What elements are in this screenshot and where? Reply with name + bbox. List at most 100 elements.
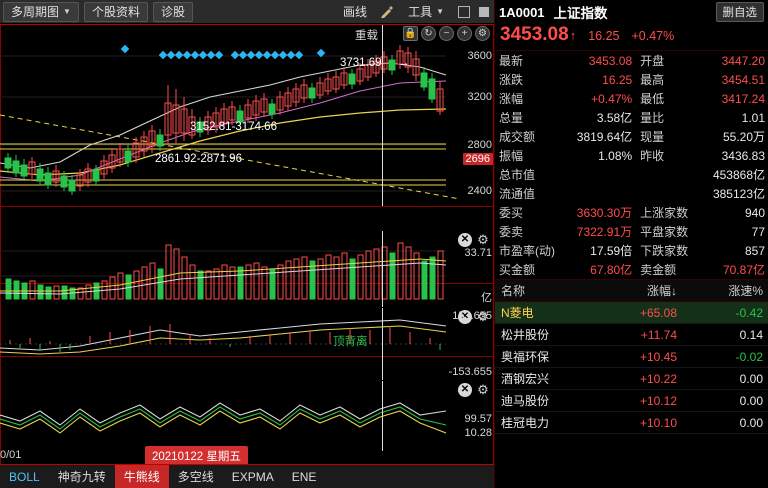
table-row[interactable]: 桂冠电力 +10.10 0.00 <box>495 411 768 434</box>
volume-pane[interactable]: ✕ ⚙ <box>0 231 494 307</box>
price-change: 16.25 <box>588 29 620 43</box>
close-icon-indicator2[interactable]: ✕ <box>458 383 472 397</box>
ranking-cell-change: +11.74 <box>595 323 683 346</box>
quote-label-pe: 市盈率(动) <box>499 244 555 258</box>
signal-markers-mid <box>158 50 200 60</box>
quote-label-volume: 总量 <box>499 111 524 125</box>
quote-label-low: 最低 <box>640 92 665 106</box>
last-price: 3453.08 <box>500 24 569 45</box>
quote-label-floatcap: 流通值 <box>499 187 536 201</box>
quote-row-turnover: 成交额 3819.64亿 现量 55.20万 <box>495 127 768 146</box>
tab-niuxiongxian[interactable]: 牛熊线 <box>114 464 169 488</box>
reload-label[interactable]: 重载 <box>355 30 378 42</box>
ranking-header-speed[interactable]: 涨速% <box>683 279 768 302</box>
quote-row-pe: 市盈率(动) 17.59倍 下跌家数 857 <box>495 241 768 260</box>
quote-value-ask: 7322.91万 <box>576 225 633 239</box>
quote-value-bid: 3630.30万 <box>576 206 633 220</box>
drawing-line-button[interactable]: 画线 <box>335 2 375 22</box>
ranking-header-change[interactable]: 涨幅↓ <box>595 279 683 302</box>
table-row[interactable]: 迪马股份 +10.12 0.00 <box>495 389 768 412</box>
quote-value-currentvol: 55.20万 <box>722 130 765 144</box>
table-row[interactable]: N菱电 +65.08 -0.42 <box>495 301 768 324</box>
gear-icon-indicator2[interactable]: ⚙ <box>477 382 489 397</box>
table-row[interactable]: 酒钢宏兴 +10.22 0.00 <box>495 367 768 390</box>
quote-value-changepct: +0.47% <box>591 91 633 106</box>
ranking-cell-change: +10.12 <box>595 389 683 412</box>
quote-row-floatcap: 流通值 385123亿 <box>495 184 768 203</box>
expand-icon-shape <box>458 5 470 18</box>
volume-chart-svg <box>0 242 447 300</box>
indicator-tabbar: BOLL 神奇九转 牛熊线 多空线 EXPMA ENE <box>0 464 494 488</box>
signal-marker-single <box>316 48 326 58</box>
chart-canvas[interactable]: 重载 🔒 ↻ − + ⚙ <box>0 24 494 466</box>
drawing-line-label: 画线 <box>343 5 368 19</box>
tools-button[interactable]: 工具 ▼ <box>400 2 452 22</box>
indicator2-svg <box>0 402 447 434</box>
axis-label-3200: 3200 <box>467 91 492 103</box>
expand-icon[interactable] <box>456 4 472 20</box>
quote-value-turnover: 3819.64亿 <box>576 130 633 144</box>
signal-markers-mid2 <box>198 50 224 60</box>
quote-label-advancers: 上涨家数 <box>640 206 689 220</box>
multi-period-chart-label: 多周期图 <box>11 5 60 19</box>
stock-profile-button[interactable]: 个股资料 <box>83 1 148 22</box>
quote-value-open: 3447.20 <box>721 53 765 68</box>
gear-icon-main[interactable]: ⚙ <box>475 26 490 41</box>
quote-label-turnover: 成交额 <box>499 130 536 144</box>
quote-label-ask: 委卖 <box>499 225 524 239</box>
gear-icon-indicator1[interactable]: ⚙ <box>477 309 489 324</box>
quote-value-pe: 17.59倍 <box>590 244 633 258</box>
quote-row-volume: 总量 3.58亿 量比 1.01 <box>495 108 768 127</box>
multi-period-chart-button[interactable]: 多周期图 ▼ <box>3 1 79 22</box>
tab-shenqijiuzhuan[interactable]: 神奇九转 <box>57 469 106 484</box>
ranking-cell-name: 迪马股份 <box>495 389 595 412</box>
lock-icon[interactable]: 🔒 <box>403 26 418 41</box>
ranking-cell-speed: 0.00 <box>683 389 768 412</box>
quote-value-decliners: 857 <box>744 243 765 258</box>
quote-value-unchanged: 77 <box>751 224 765 239</box>
fullscreen-icon[interactable] <box>476 4 492 20</box>
quote-panel: 1A0001 上证指数 删自选 3453.08 ↑ 16.25 +0.47% 最… <box>494 0 768 488</box>
table-row[interactable]: 奥福环保 +10.45 -0.02 <box>495 345 768 368</box>
table-row[interactable]: 松井股份 +11.74 0.14 <box>495 323 768 346</box>
price-change-pct: +0.47% <box>631 29 675 43</box>
quote-value-prevclose: 3436.83 <box>721 148 765 163</box>
ranking-table[interactable]: 名称 涨幅↓ 涨速% N菱电 +65.08 -0.42 松井股份 +11.74 … <box>495 279 768 434</box>
price-summary: 3453.08 ↑ 16.25 +0.47% <box>495 24 768 50</box>
tab-expma[interactable]: EXPMA <box>231 469 274 484</box>
tab-ene[interactable]: ENE <box>291 469 317 484</box>
quote-row-latest: 最新 3453.08 开盘 3447.20 <box>495 50 768 71</box>
refresh-icon[interactable]: ↻ <box>421 26 436 41</box>
pencil-icon[interactable] <box>379 4 395 20</box>
diagnose-stock-button[interactable]: 诊股 <box>152 1 193 22</box>
zoom-in-icon[interactable]: + <box>457 26 472 41</box>
crosshair-date-badge: 20210122 星期五 <box>145 446 248 466</box>
quote-value-amplitude: 1.08% <box>598 148 633 163</box>
tab-boll[interactable]: BOLL <box>9 469 40 484</box>
quote-value-marketcap: 453868亿 <box>712 168 765 182</box>
close-icon-volume[interactable]: ✕ <box>458 233 472 247</box>
main-kline-pane[interactable]: 3731.69 → 3152.81-3174.66 2861.92-2871.9… <box>0 25 494 230</box>
fullscreen-icon-shape <box>479 6 489 17</box>
zoom-out-icon[interactable]: − <box>439 26 454 41</box>
quote-label-marketcap-pad <box>636 165 692 184</box>
diamond-marker <box>214 50 224 60</box>
indicator1-axis-top: 153.655 <box>452 310 492 322</box>
ranking-cell-change: +10.10 <box>595 411 683 434</box>
indicator-pane-2[interactable]: ✕ ⚙ 99.57 10.28 <box>0 381 494 451</box>
indicator-pane-1[interactable]: ✕ ⚙ <box>0 308 494 380</box>
tools-label: 工具 <box>408 5 433 19</box>
diagnose-stock-label: 诊股 <box>160 5 185 19</box>
pane-divider-3 <box>0 356 494 357</box>
close-icon-indicator1[interactable]: ✕ <box>458 310 472 324</box>
gear-icon-volume[interactable]: ⚙ <box>477 232 489 247</box>
axis-label-3600: 3600 <box>467 50 492 62</box>
chart-panel: 多周期图 ▼ 个股资料 诊股 画线 工具 ▼ <box>0 0 494 488</box>
ranking-header-name[interactable]: 名称 <box>495 279 595 302</box>
tab-duokongxian[interactable]: 多空线 <box>177 469 214 484</box>
stock-profile-label: 个股资料 <box>91 5 140 19</box>
delete-from-watchlist-button[interactable]: 删自选 <box>715 2 764 22</box>
crosshair-vertical-line-ind1 <box>382 308 383 380</box>
quote-label-volratio: 量比 <box>640 111 665 125</box>
quote-label-bid: 委买 <box>499 206 524 220</box>
